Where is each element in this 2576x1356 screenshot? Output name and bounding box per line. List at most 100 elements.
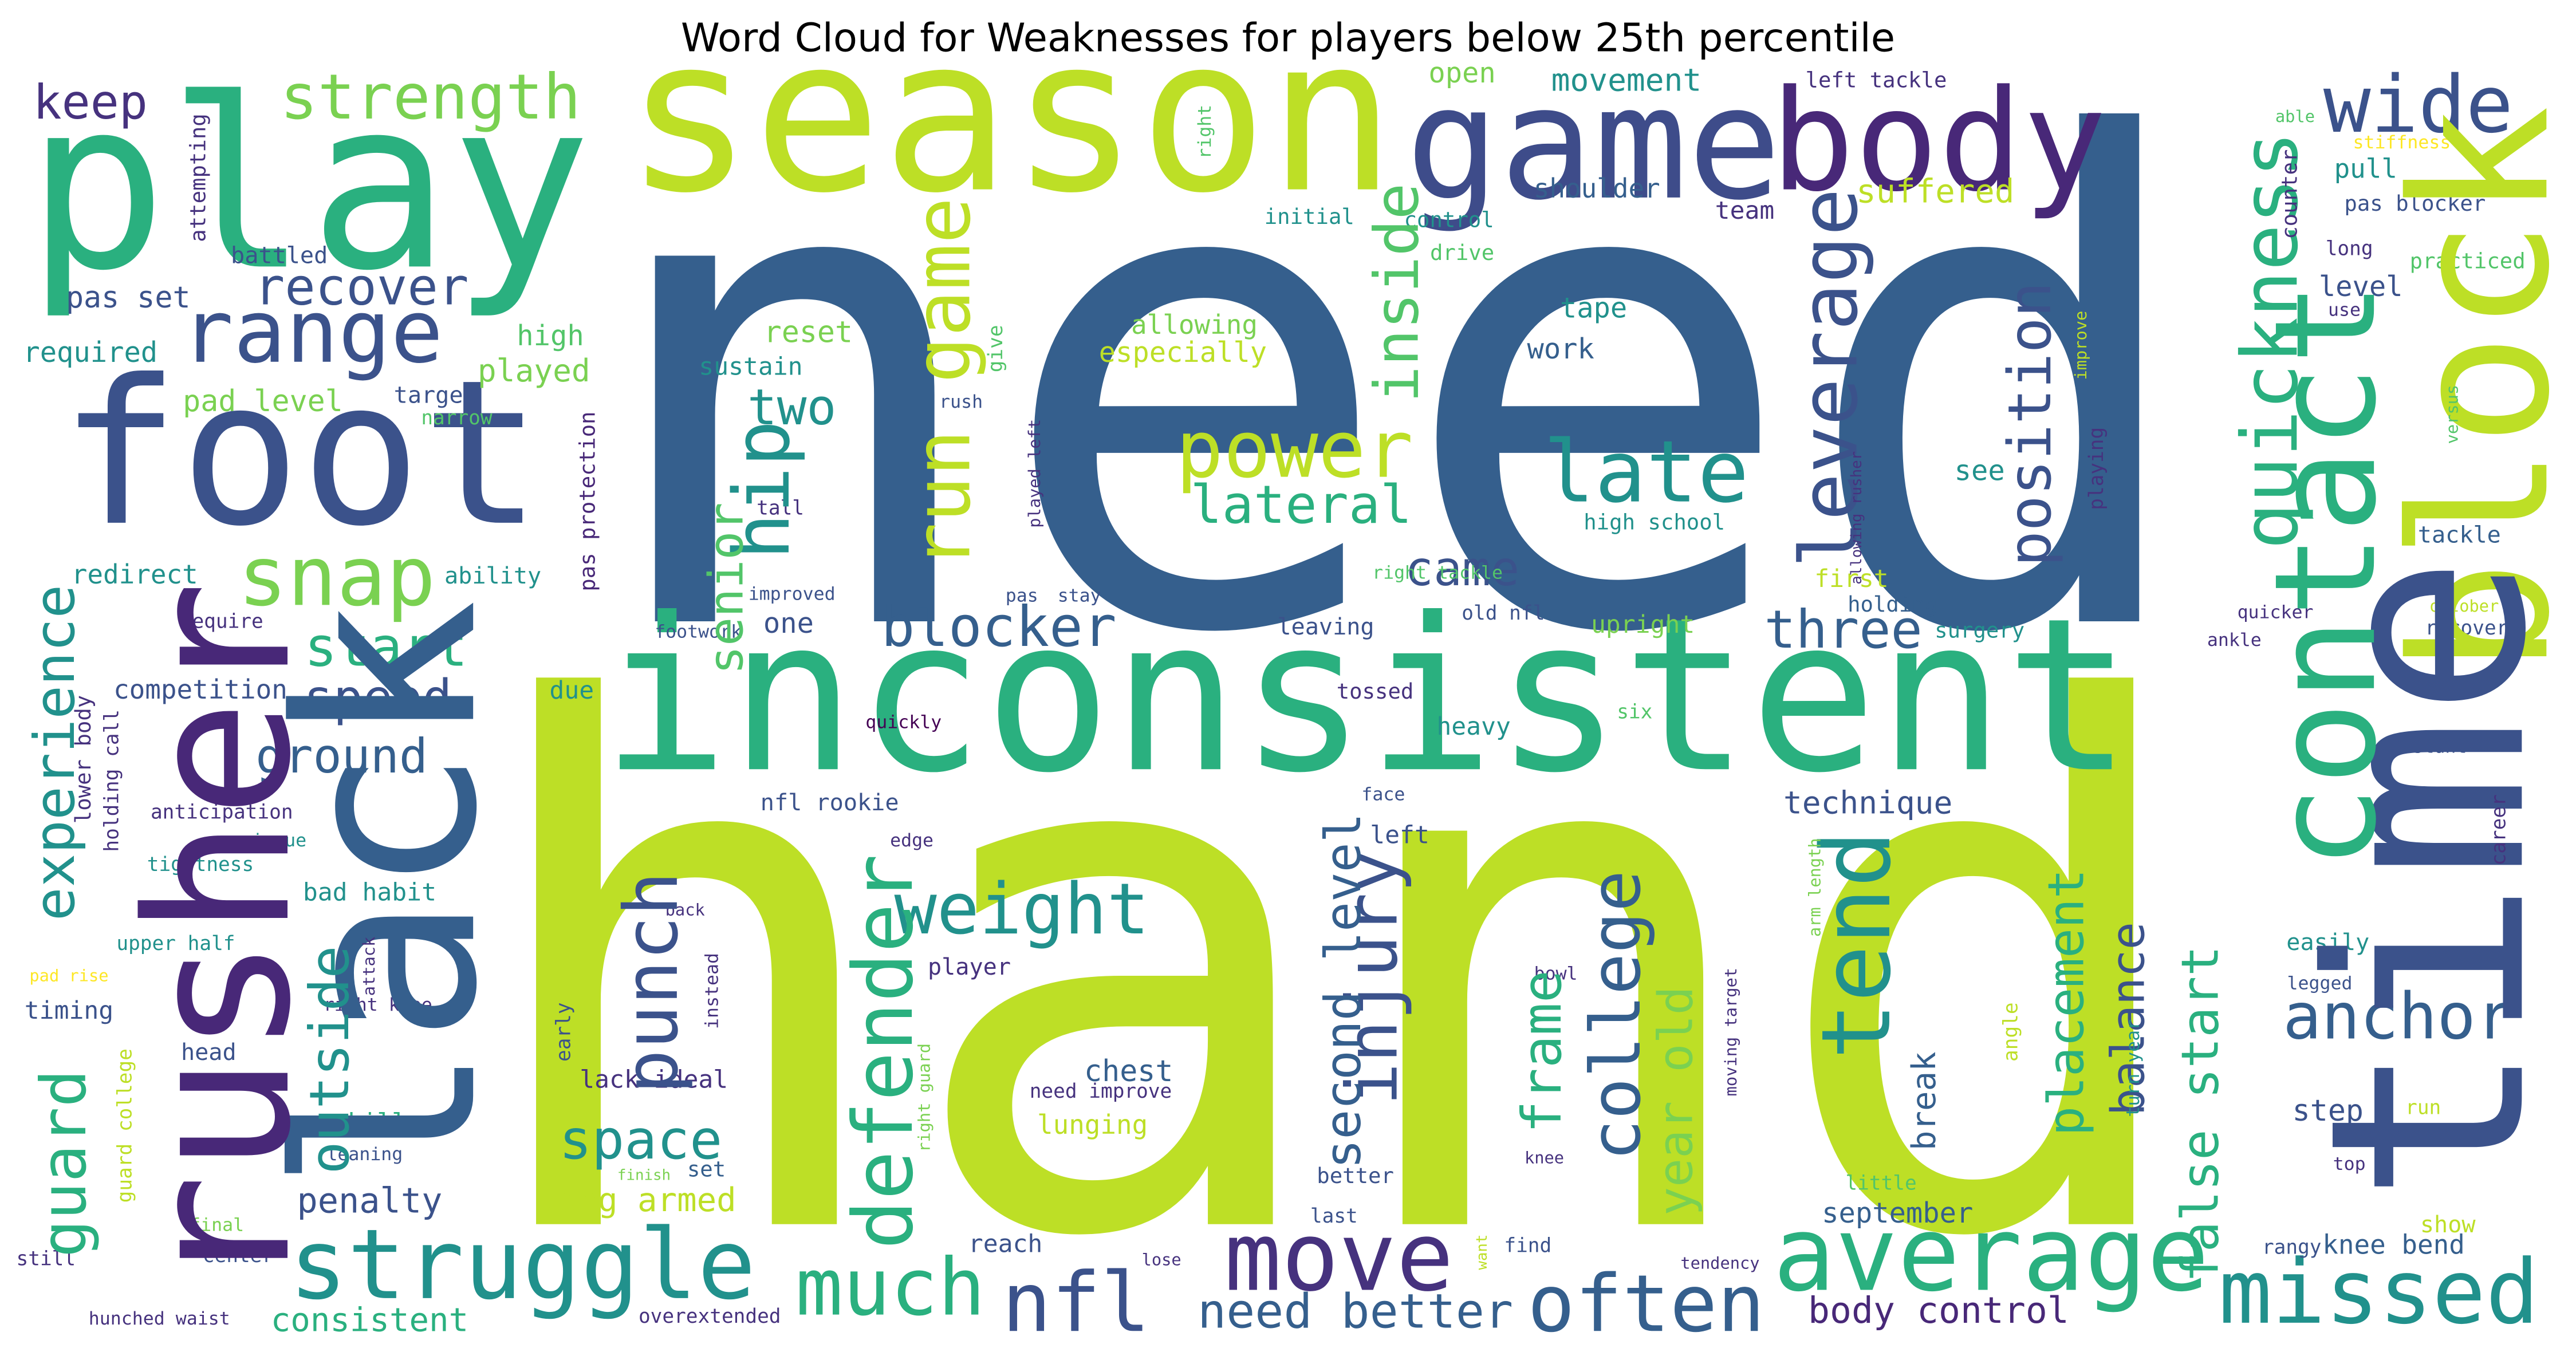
word: run game	[897, 197, 987, 569]
word: recovery	[2425, 617, 2520, 640]
word: defender	[836, 854, 931, 1249]
word: final	[190, 1215, 244, 1235]
word: lack	[245, 599, 531, 1192]
word: hand	[467, 557, 2200, 1356]
word: step	[2293, 1094, 2364, 1128]
word: run	[2405, 1097, 2441, 1120]
word: high	[517, 320, 584, 352]
word: edge	[890, 830, 933, 851]
word: consistent	[271, 1300, 468, 1339]
word: placement	[2038, 869, 2095, 1136]
word: keep	[33, 74, 148, 130]
word: rush	[939, 392, 983, 412]
word: need improve	[1030, 1080, 1172, 1103]
word: chest	[1084, 1054, 1173, 1089]
word: timing	[25, 996, 113, 1025]
word: leaving	[1277, 614, 1374, 640]
word: year old	[1648, 986, 1704, 1216]
word: guard college	[113, 1048, 136, 1203]
word: long armed	[538, 1181, 736, 1219]
word: control	[1404, 207, 1494, 232]
word: two	[747, 379, 836, 436]
word: easily	[2286, 929, 2369, 956]
word: long	[2326, 237, 2373, 260]
word: better	[1317, 1163, 1394, 1188]
word: attempting	[186, 113, 211, 242]
word: open	[1428, 57, 1495, 89]
word: second level	[1315, 813, 1372, 1169]
word: pas protection	[574, 412, 600, 592]
word: work	[1527, 333, 1594, 365]
word: space	[559, 1109, 722, 1172]
word: competition	[113, 674, 287, 705]
word: pad level	[183, 384, 343, 419]
word: inside	[1362, 183, 1433, 403]
word: bad habit	[303, 878, 436, 907]
word: right	[1195, 105, 1215, 159]
word: back	[665, 900, 705, 920]
word: weight	[895, 869, 1150, 951]
word: set	[687, 1157, 726, 1182]
word: face	[1361, 785, 1405, 805]
word: finish	[617, 1166, 671, 1184]
word: pas set	[66, 281, 191, 315]
word: due	[549, 676, 594, 705]
word: struggle	[289, 1208, 756, 1321]
word: september	[1822, 1197, 1973, 1229]
word: narrow	[421, 407, 493, 429]
word: holding	[1848, 592, 1937, 617]
word: able	[2275, 107, 2315, 126]
word: left	[1370, 821, 1429, 849]
word: counter	[2276, 149, 2302, 239]
word: sustain	[699, 353, 802, 381]
word: technique	[1783, 785, 1952, 821]
word: pull	[2334, 153, 2397, 184]
word: anchor	[2283, 980, 2514, 1054]
word: especially	[1099, 337, 1267, 369]
word: season	[625, 0, 1396, 240]
word: required	[23, 337, 157, 369]
word: move	[1224, 1203, 1454, 1313]
word: leaning	[326, 1144, 403, 1165]
word: turn year	[2123, 1019, 2144, 1117]
word: game	[1405, 53, 1781, 235]
word: nfl	[1002, 1255, 1150, 1350]
word: find	[1504, 1235, 1551, 1258]
word: overextended	[639, 1305, 781, 1328]
word: body control	[1808, 1289, 2069, 1331]
word: suffered	[1856, 172, 2014, 211]
word: knee	[1525, 1148, 1564, 1168]
word: practiced	[2410, 248, 2526, 273]
word: punch	[609, 872, 695, 1094]
word: blocker	[881, 594, 1117, 660]
word: tightness	[147, 853, 254, 876]
word: drive	[1430, 240, 1494, 265]
word: battled	[231, 243, 328, 269]
word: need	[592, 1, 2202, 779]
word: position	[1996, 282, 2065, 566]
word: lack ideal	[580, 1066, 728, 1094]
word: rangy	[2262, 1236, 2322, 1259]
word: show	[2420, 1212, 2476, 1238]
word: improve	[2071, 311, 2090, 380]
word: false start	[2171, 945, 2230, 1283]
word: team	[1715, 196, 1775, 225]
word: college	[1576, 870, 1656, 1161]
word: redirect	[72, 559, 198, 590]
word: arm length	[1805, 838, 1824, 937]
word: senior	[699, 502, 754, 675]
word: still	[17, 1248, 76, 1271]
word: high school	[1584, 509, 1725, 534]
word: issue	[252, 830, 306, 851]
word: player	[928, 954, 1011, 980]
word: want	[1474, 1235, 1491, 1270]
word: leverage	[1784, 188, 1876, 568]
word: target	[394, 383, 477, 409]
word: legged	[2287, 973, 2353, 994]
word: quicker	[2238, 602, 2314, 622]
word: pad rise	[29, 965, 108, 985]
word: contact	[2244, 281, 2407, 870]
word: tendency	[1680, 1253, 1759, 1272]
